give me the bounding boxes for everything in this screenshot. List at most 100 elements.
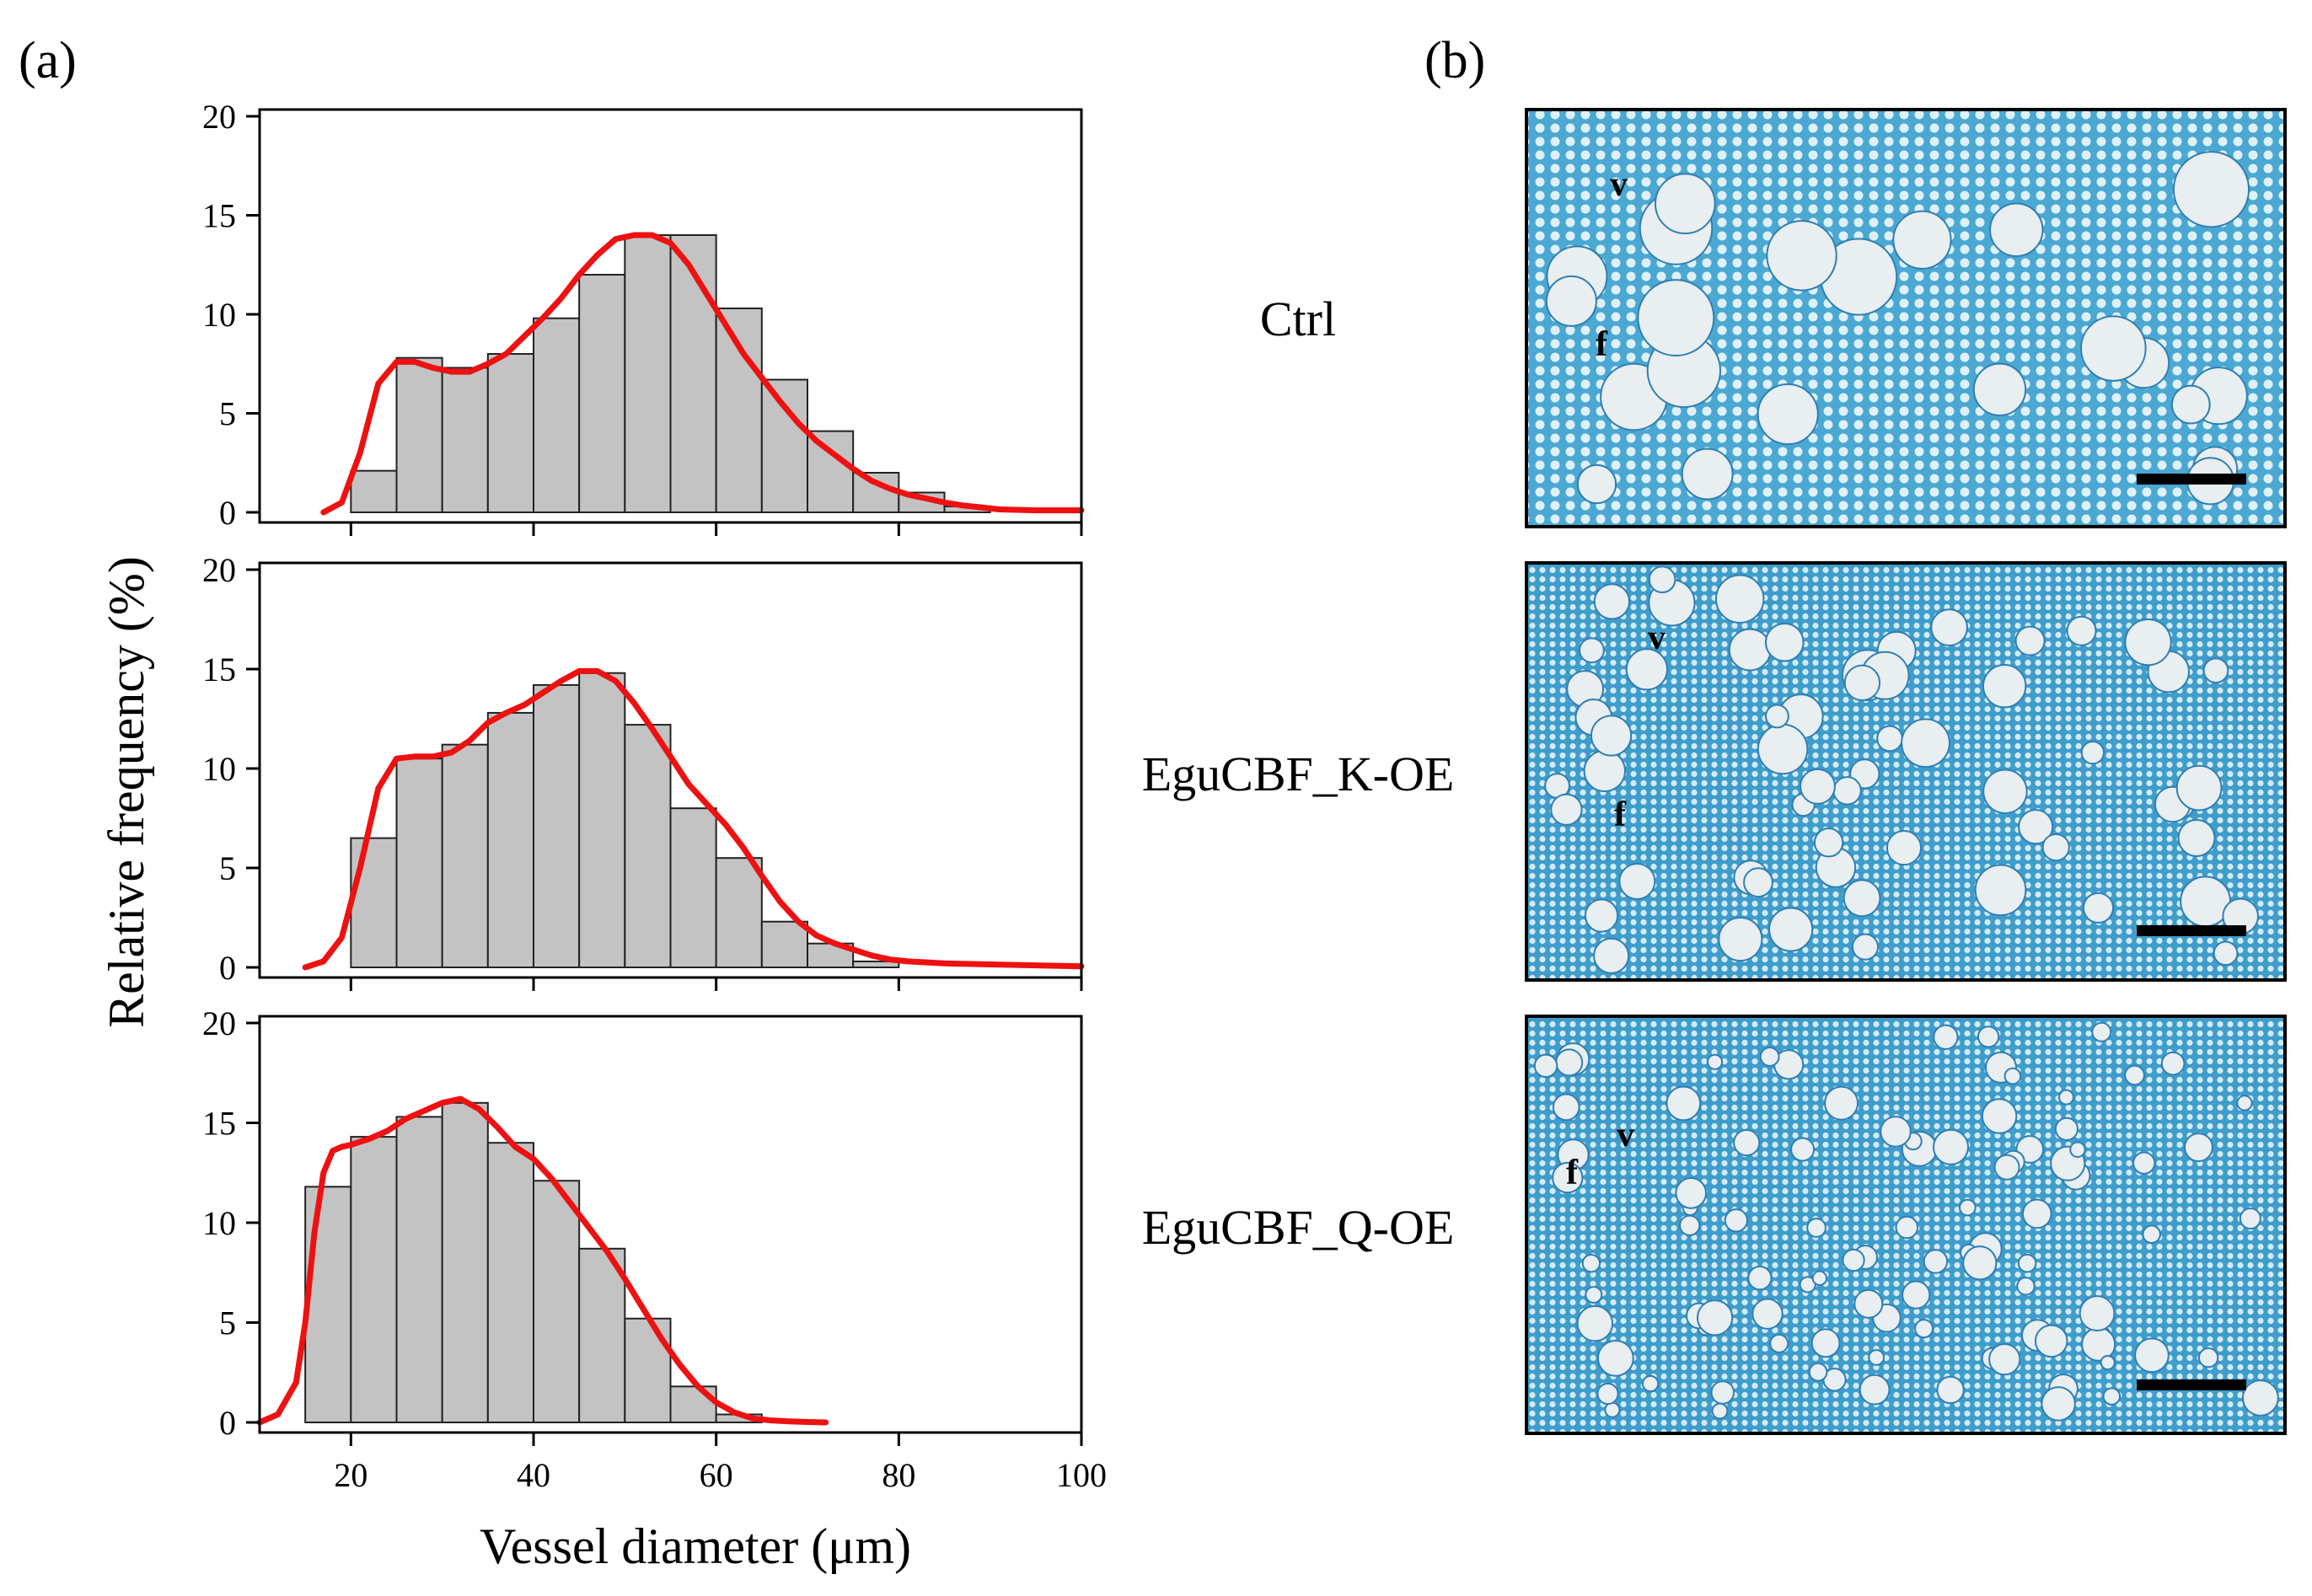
- group-label-ctrl: Ctrl: [1260, 292, 1336, 346]
- micrograph-ctrl-vessels: [1545, 151, 2250, 506]
- histogram-bar: [578, 672, 626, 968]
- vessel: [1851, 933, 1879, 961]
- scale-bar: [2137, 474, 2246, 485]
- vessel: [2034, 1324, 2068, 1358]
- vessel: [2069, 1141, 2086, 1158]
- histogram-bar: [852, 960, 900, 969]
- histogram-bar: [624, 234, 672, 513]
- vessel: [1936, 1375, 1965, 1405]
- histogram-bar: [624, 724, 672, 969]
- vessel: [1832, 776, 1862, 806]
- vessel: [1981, 1098, 2018, 1134]
- vessel: [2183, 1133, 2213, 1163]
- panel-a-label: (a): [19, 32, 77, 89]
- histogram-bar: [486, 353, 534, 513]
- vessel: [1654, 173, 1716, 235]
- y-tick-label: 20: [202, 551, 236, 589]
- fiber-label: f: [1596, 325, 1608, 364]
- histogram-ctrl: 0 5 10 15 20: [202, 98, 1085, 536]
- vessel: [1710, 1380, 1735, 1405]
- vessel: [1768, 907, 1814, 952]
- vessel: [1757, 383, 1819, 446]
- vessel: [1545, 275, 1597, 327]
- histogram-bar: [395, 758, 443, 969]
- vessel: [1842, 1248, 1865, 1272]
- vessel: [1982, 769, 2028, 814]
- vessel: [1962, 1245, 1998, 1281]
- histogram-bar: [350, 469, 398, 514]
- vessel: [2124, 1064, 2145, 1086]
- histogram-bar: [533, 317, 581, 514]
- vessel: [1886, 830, 1923, 866]
- scale-bar: [2137, 925, 2246, 936]
- vessel: [2079, 1295, 2116, 1332]
- vessel: [2102, 1387, 2122, 1406]
- vessel: [1806, 1218, 1827, 1238]
- y-tick-label: 10: [202, 750, 236, 788]
- vessel: [1895, 1215, 1919, 1240]
- y-tick-label: 0: [219, 949, 236, 987]
- micrograph-k-oe-tissue: [1526, 563, 2285, 980]
- vessel: [2213, 940, 2239, 967]
- vessel: [2100, 1354, 2116, 1371]
- panel-b-label: (b): [1424, 32, 1485, 89]
- histogram-bar: [486, 1142, 534, 1423]
- vessel: [2004, 1067, 2022, 1085]
- vessel: [1590, 715, 1633, 757]
- vessel: [2014, 625, 2046, 656]
- y-tick-label: 15: [202, 1105, 236, 1143]
- histogram-bar: [852, 472, 900, 513]
- vessel: [1552, 1093, 1580, 1122]
- vessel: [1959, 1198, 1977, 1217]
- y-tick-label: 20: [202, 98, 236, 136]
- vessel: [1892, 210, 1952, 270]
- histogram-bar: [350, 837, 398, 968]
- y-tick-label: 5: [219, 395, 236, 433]
- vessel: [1914, 1319, 1934, 1339]
- x-tick-label: 40: [517, 1456, 550, 1494]
- vessel: [1757, 723, 1809, 775]
- scale-bar: [2137, 1379, 2246, 1390]
- vessel-label: v: [1648, 619, 1666, 657]
- vessel: [1977, 1026, 2000, 1048]
- micrograph-q-oe: v f: [1525, 1015, 2287, 1435]
- vessel: [2041, 1386, 2076, 1422]
- vessel: [1533, 1053, 1558, 1079]
- histogram-bar: [441, 367, 489, 514]
- vessel: [2016, 1277, 2036, 1296]
- vessel: [1876, 725, 1903, 752]
- vessel: [2018, 809, 2054, 845]
- vessel: [1933, 1024, 1959, 1050]
- vessel: [1666, 1085, 1702, 1122]
- vessel: [2170, 384, 2211, 425]
- histogram-bar: [533, 1180, 581, 1423]
- y-tick-label: 5: [219, 849, 236, 887]
- vessel: [1859, 1374, 1891, 1406]
- histogram-bar: [486, 711, 534, 968]
- vessel: [1769, 1333, 1789, 1353]
- vessel: [1733, 1129, 1761, 1157]
- histogram-bar: [441, 1101, 489, 1424]
- vessel: [1843, 879, 1881, 918]
- histogram-bar: [578, 274, 626, 513]
- vessel: [1714, 574, 1765, 624]
- vessel: [2241, 1379, 2279, 1417]
- micrograph-k-oe-vessels: [1544, 565, 2259, 974]
- vessel: [1711, 1402, 1729, 1420]
- micrograph-ctrl-frame: [1525, 108, 2287, 528]
- micrograph-k-oe: v f: [1525, 561, 2287, 982]
- y-axis-label: Relative frequency (%): [99, 556, 154, 1028]
- plot-frame: [258, 1015, 1083, 1434]
- vessel: [1581, 1254, 1601, 1273]
- vessel: [1555, 1048, 1584, 1077]
- micrograph-ctrl: v f: [1525, 108, 2287, 528]
- vessel: [1800, 768, 1836, 805]
- vessel: [1618, 863, 1656, 900]
- vessel: [1743, 867, 1773, 898]
- vessel: [1843, 664, 1881, 702]
- density-curve: [320, 232, 1085, 516]
- vessel: [1681, 447, 1734, 501]
- vessel: [2058, 1089, 2074, 1106]
- vessel: [1989, 202, 2044, 257]
- x-tick-label: 80: [882, 1456, 915, 1494]
